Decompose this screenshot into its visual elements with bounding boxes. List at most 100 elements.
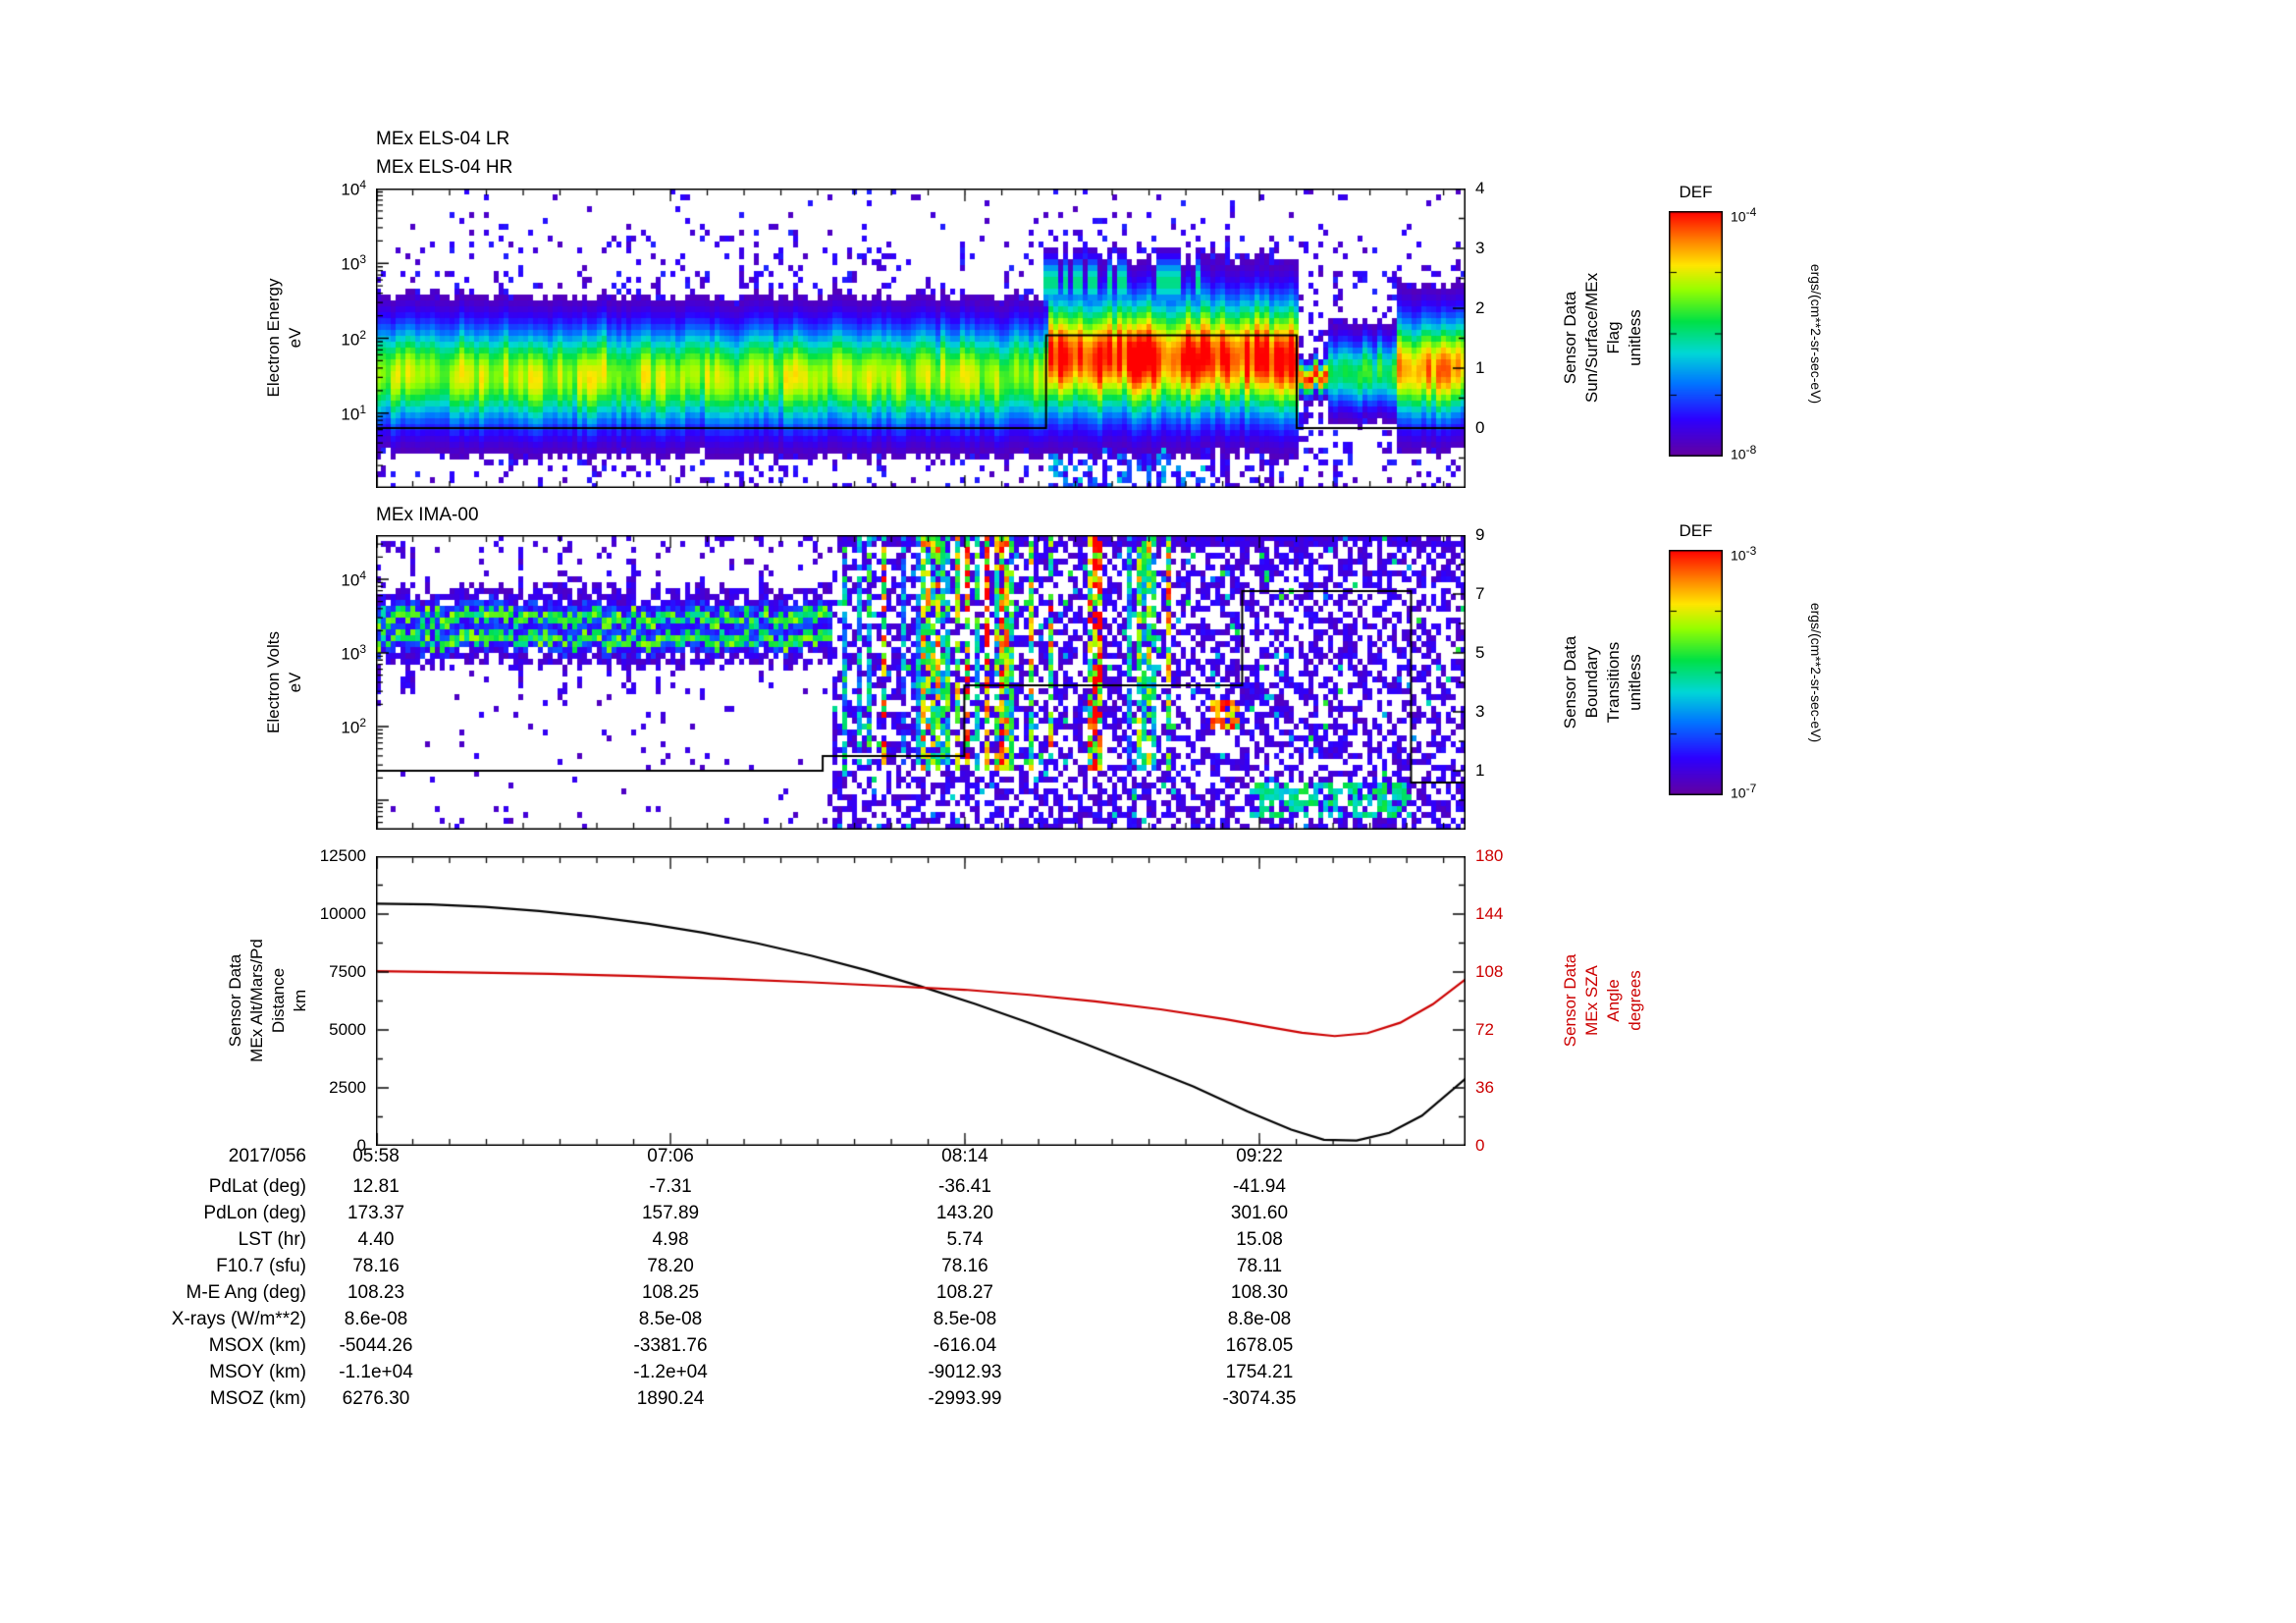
table-cell-value: -616.04 (933, 1335, 997, 1357)
ima-y-axis-label: Electron Volts eV (263, 631, 306, 733)
table-cell-value: 301.60 (1230, 1203, 1289, 1224)
ima-colorbar-min-label: 10-7 (1731, 781, 1757, 801)
distance-tick-label: 5000 (329, 1020, 366, 1040)
ima-panel-title: MEx IMA-00 (376, 505, 479, 525)
table-cell-value: -1.2e+04 (633, 1362, 708, 1383)
axis-label-line: degrees (1626, 970, 1645, 1031)
sza-tick-label: 144 (1475, 904, 1504, 924)
table-row-label: MSOX (km) (208, 1335, 306, 1357)
table-row-label: X-rays (W/m**2) (171, 1309, 306, 1330)
els-colorbar-title: DEF (1679, 183, 1713, 201)
table-cell-value: 1678.05 (1225, 1335, 1294, 1357)
time-tick-label: 05:58 (352, 1146, 400, 1167)
table-cell-value: 78.16 (941, 1256, 988, 1277)
table-cell-value: 108.27 (935, 1282, 994, 1304)
els-flag-tick-label: 3 (1475, 239, 1485, 258)
ima-colorbar-units-label: ergs/(cm**2-sr-sec-eV) (1808, 602, 1824, 743)
els-flag-tick-label: 0 (1475, 418, 1485, 438)
table-row-label: LST (hr) (238, 1229, 306, 1251)
table-cell-value: -1.1e+04 (339, 1362, 413, 1383)
table-cell-value: 78.11 (1236, 1256, 1283, 1277)
table-cell-value: 6276.30 (342, 1388, 410, 1410)
ima-energy-tick-label: 102 (341, 715, 366, 737)
table-cell-value: 12.81 (352, 1176, 400, 1198)
table-cell-value: -3381.76 (633, 1335, 708, 1357)
distance-tick-label: 2500 (329, 1078, 366, 1098)
table-cell-value: 8.5e-08 (933, 1309, 997, 1330)
time-tick-label: 07:06 (647, 1146, 694, 1167)
table-cell-value: 15.08 (1236, 1229, 1283, 1251)
axis-label-line: unitless (1626, 309, 1645, 366)
axis-label-line: Distance (269, 967, 288, 1034)
table-cell-value: 5.74 (946, 1229, 984, 1251)
els-colorbar-max-label: 10-4 (1731, 204, 1757, 225)
sza-tick-label: 72 (1475, 1020, 1494, 1040)
ima-boundary-tick-label: 1 (1475, 761, 1485, 781)
axis-label-line: Flag (1604, 321, 1623, 354)
sza-tick-label: 108 (1475, 962, 1504, 982)
els-spectrogram (376, 189, 1466, 488)
table-cell-value: 108.23 (347, 1282, 405, 1304)
table-cell-value: 78.16 (352, 1256, 400, 1277)
table-row-label: PdLat (deg) (208, 1176, 306, 1198)
ima-boundary-tick-label: 3 (1475, 702, 1485, 722)
sza-tick-label: 36 (1475, 1078, 1494, 1098)
distance-tick-label: 10000 (319, 904, 366, 924)
table-cell-value: -9012.93 (928, 1362, 1002, 1383)
table-row-label: PdLon (deg) (203, 1203, 306, 1224)
els-panel-title-hr: MEx ELS-04 HR (376, 157, 513, 178)
distance-tick-label: 7500 (329, 962, 366, 982)
time-tick-label: 08:14 (941, 1146, 988, 1167)
els-flag-tick-label: 1 (1475, 358, 1485, 378)
distance-y-axis-label: Sensor Data MEx Alt/Mars/Pd Distance km (225, 939, 311, 1062)
els-colorbar-units-label: ergs/(cm**2-sr-sec-eV) (1808, 263, 1824, 405)
table-cell-value: 8.8e-08 (1227, 1309, 1292, 1330)
table-cell-value: -2993.99 (928, 1388, 1002, 1410)
ima-colorbar (1669, 550, 1723, 795)
table-cell-value: 173.37 (347, 1203, 405, 1224)
table-cell-value: 157.89 (641, 1203, 700, 1224)
axis-label-line: MEx SZA (1581, 965, 1601, 1036)
axis-label-line: unitless (1626, 654, 1645, 711)
table-row-label: MSOY (km) (209, 1362, 306, 1383)
date-label: 2017/056 (228, 1146, 306, 1167)
distance-tick-label: 0 (356, 1136, 366, 1156)
table-row-label: F10.7 (sfu) (216, 1256, 306, 1277)
axis-label-line: Electron Volts (263, 631, 283, 733)
axis-label-line: Sensor Data (1560, 291, 1579, 385)
ima-boundary-tick-label: 7 (1475, 584, 1485, 604)
axis-label-line: Sun/Surface/MEx (1581, 272, 1601, 404)
axis-label-line: Angle (1604, 979, 1623, 1022)
ima-boundary-tick-label: 9 (1475, 525, 1485, 545)
els-colorbar (1669, 211, 1723, 457)
table-cell-value: 108.30 (1230, 1282, 1289, 1304)
els-energy-tick-label: 104 (341, 177, 366, 199)
els-energy-tick-label: 101 (341, 402, 366, 424)
table-cell-value: -5044.26 (339, 1335, 413, 1357)
table-row-label: MSOZ (km) (209, 1388, 306, 1410)
table-cell-value: -41.94 (1233, 1176, 1286, 1198)
els-energy-tick-label: 102 (341, 327, 366, 349)
ima-energy-tick-label: 103 (341, 641, 366, 664)
table-cell-value: 8.6e-08 (344, 1309, 408, 1330)
els-y-axis-label: Electron Energy eV (263, 279, 306, 398)
table-cell-value: 4.40 (357, 1229, 395, 1251)
els-right-axis-label: Sensor Data Sun/Surface/MEx Flag unitles… (1560, 273, 1646, 403)
distance-sza-plot (376, 856, 1466, 1146)
axis-label-line: MEx Alt/Mars/Pd (246, 939, 266, 1062)
ima-spectrogram (376, 535, 1466, 830)
time-tick-label: 09:22 (1236, 1146, 1283, 1167)
table-cell-value: 78.20 (647, 1256, 694, 1277)
els-flag-tick-label: 4 (1475, 179, 1485, 198)
axis-label-line: Boundary (1581, 646, 1601, 719)
els-panel-title-lr: MEx ELS-04 LR (376, 129, 510, 149)
table-cell-value: -7.31 (649, 1176, 692, 1198)
sza-tick-label: 180 (1475, 846, 1504, 866)
table-cell-value: -36.41 (938, 1176, 991, 1198)
table-cell-value: -3074.35 (1222, 1388, 1297, 1410)
axis-label-line: Sensor Data (225, 953, 244, 1048)
ima-colorbar-max-label: 10-3 (1731, 543, 1757, 564)
axis-label-line: Transitions (1604, 641, 1623, 724)
els-flag-tick-label: 2 (1475, 298, 1485, 318)
